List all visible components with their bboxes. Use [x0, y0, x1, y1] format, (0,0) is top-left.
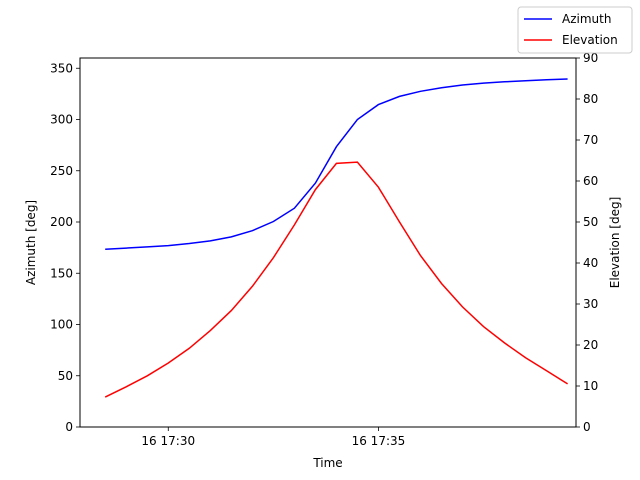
right-y-tick-label: 20	[583, 338, 598, 352]
x-tick-label: 16 17:35	[352, 434, 406, 448]
legend-label-azimuth: Azimuth	[562, 12, 611, 26]
legend-label-elevation: Elevation	[562, 33, 618, 47]
left-y-tick-label: 200	[50, 215, 73, 229]
plot-frame	[79, 57, 577, 428]
legend: Azimuth Elevation	[517, 6, 633, 54]
left-y-tick-label: 50	[58, 369, 73, 383]
x-tick-label: 16 17:30	[141, 434, 195, 448]
right-y-tick-label: 10	[583, 379, 598, 393]
right-y-tick-label: 0	[583, 420, 591, 434]
series-line-azimuth	[105, 78, 568, 250]
left-y-tick-label: 300	[50, 113, 73, 127]
left-y-tick-label: 0	[65, 420, 73, 434]
right-y-tick-label: 60	[583, 174, 598, 188]
left-y-tick-label: 100	[50, 318, 73, 332]
left-y-tick-label: 250	[50, 164, 73, 178]
right-y-tick-label: 70	[583, 133, 598, 147]
plot-lines	[104, 78, 568, 398]
series-line-elevation	[104, 161, 568, 398]
right-y-tick-label: 50	[583, 215, 598, 229]
right-y-tick-label: 80	[583, 92, 598, 106]
right-y-tick-label: 90	[583, 51, 598, 65]
left-y-axis-label: Azimuth [deg]	[24, 200, 38, 285]
right-y-axis: 0 10 20 30 40 50 60 70 80 90	[576, 51, 598, 434]
x-axis: 16 17:30 16 17:35	[141, 427, 405, 448]
x-axis-label: Time	[312, 456, 342, 470]
left-y-tick-label: 150	[50, 266, 73, 280]
right-y-tick-label: 30	[583, 297, 598, 311]
right-y-axis-label: Elevation [deg]	[608, 197, 622, 289]
right-y-tick-label: 40	[583, 256, 598, 270]
left-y-axis: 0 50 100 150 200 250 300 350	[50, 61, 80, 434]
left-y-tick-label: 350	[50, 61, 73, 75]
